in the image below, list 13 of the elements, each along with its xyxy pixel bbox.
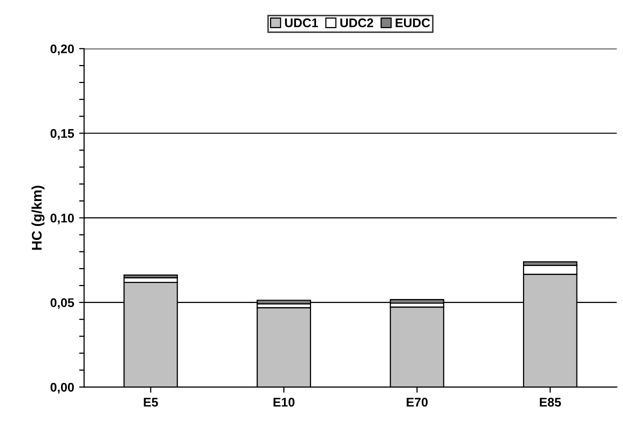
y-tick-label: 0,00: [50, 382, 74, 394]
legend-label: UDC1: [285, 18, 318, 28]
y-tick-label: 0,05: [50, 298, 74, 309]
x-tick-label: E5: [144, 398, 158, 407]
legend-label: EUDC: [396, 18, 430, 28]
y-tick-label: 0,20: [50, 44, 74, 56]
x-tick-label: E10: [274, 398, 294, 407]
x-tick-label: E85: [540, 398, 561, 407]
x-tick-label: E70: [406, 398, 428, 407]
legend-label: UDC2: [340, 18, 374, 28]
y-tick-label: 0,15: [50, 129, 74, 140]
y-tick-label: 0,10: [50, 214, 74, 224]
y-axis-title: HC (g/km): [31, 186, 44, 250]
